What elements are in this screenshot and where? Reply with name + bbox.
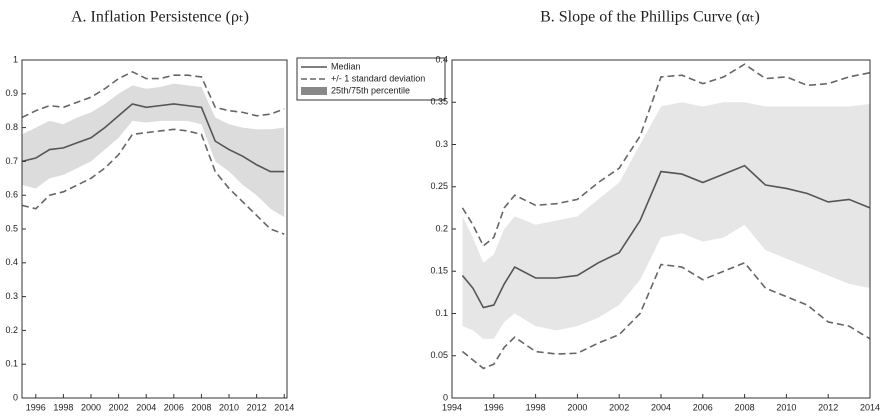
legend-label: +/- 1 standard deviation (331, 73, 425, 83)
x-tick-label: 1994 (442, 402, 462, 412)
x-tick-label: 2004 (651, 402, 671, 412)
y-tick-label: 0.25 (430, 181, 448, 191)
y-tick-label: 0.4 (435, 54, 448, 64)
x-tick-label: 2012 (818, 402, 838, 412)
x-tick-label: 1996 (484, 402, 504, 412)
dashed-line (21, 128, 285, 235)
x-tick-label: 2006 (164, 402, 184, 412)
x-tick-label: 2008 (191, 402, 211, 412)
x-tick-label: 2006 (693, 402, 713, 412)
legend-swatch (301, 87, 327, 95)
x-tick-label: 2010 (776, 402, 796, 412)
line (461, 164, 871, 309)
x-tick-label: 2008 (735, 402, 755, 412)
y-tick-label: 0.35 (430, 97, 448, 107)
chart-title: B. Slope of the Phillips Curve (αₜ) (540, 9, 760, 26)
y-tick-label: 0.2 (5, 325, 18, 335)
y-tick-label: 1 (13, 54, 18, 64)
y-tick-label: 0.3 (435, 139, 448, 149)
line (21, 103, 285, 173)
dashed-line (461, 261, 871, 370)
y-tick-label: 0.1 (5, 359, 18, 369)
legend-label: 25th/75th percentile (331, 85, 410, 95)
y-tick-label: 0.15 (430, 266, 448, 276)
x-tick-label: 2014 (274, 402, 294, 412)
band-area (462, 102, 870, 339)
x-tick-label: 2000 (81, 402, 101, 412)
chart-title: A. Inflation Persistence (ρₜ) (71, 9, 249, 26)
x-tick-label: 2002 (609, 402, 629, 412)
y-tick-label: 0.5 (5, 223, 18, 233)
x-tick-label: 2010 (219, 402, 239, 412)
x-tick-label: 1998 (53, 402, 73, 412)
dashed-line (461, 63, 871, 248)
y-tick-label: 0.2 (435, 223, 448, 233)
x-tick-label: 2002 (109, 402, 129, 412)
y-tick-label: 0.1 (435, 308, 448, 318)
y-tick-label: 0.3 (5, 291, 18, 301)
y-tick-label: 0.9 (5, 88, 18, 98)
y-tick-label: 0.7 (5, 156, 18, 166)
x-tick-label: 1998 (526, 402, 546, 412)
x-tick-label: 2014 (860, 402, 880, 412)
y-tick-label: 0.8 (5, 122, 18, 132)
y-tick-label: 0.05 (430, 350, 448, 360)
y-tick-label: 0.4 (5, 257, 18, 267)
x-tick-label: 1996 (26, 402, 46, 412)
x-tick-label: 2004 (136, 402, 156, 412)
band-area (22, 83, 285, 218)
y-tick-label: 0.6 (5, 190, 18, 200)
x-tick-label: 2012 (247, 402, 267, 412)
dashed-line (21, 70, 285, 119)
legend-label: Median (331, 61, 361, 71)
y-tick-label: 0 (443, 392, 448, 402)
x-tick-label: 2000 (567, 402, 587, 412)
y-tick-label: 0 (13, 392, 18, 402)
